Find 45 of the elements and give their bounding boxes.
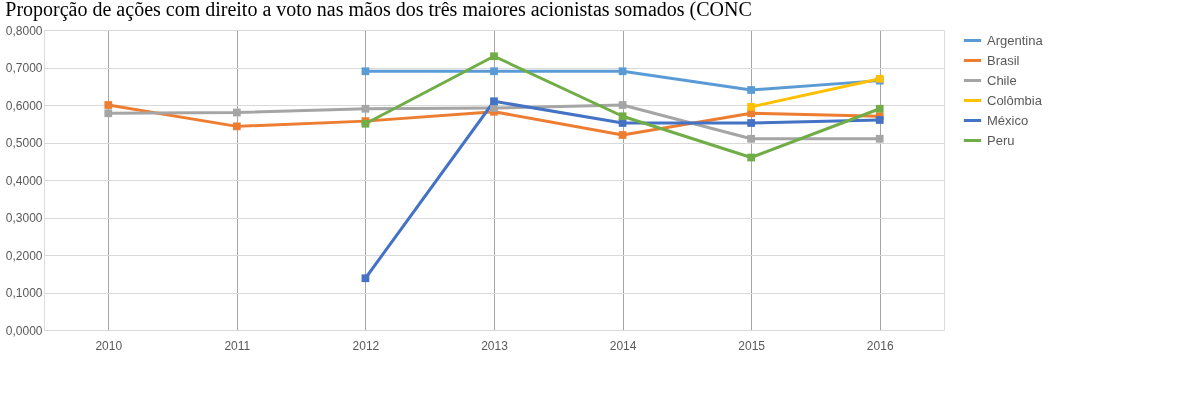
- point: [875, 116, 884, 124]
- y-tick-label: 0,0000: [5, 323, 43, 338]
- point: [618, 112, 627, 121]
- point: [875, 104, 884, 113]
- y-tick-label: 0,6000: [5, 98, 43, 113]
- point: [490, 97, 498, 106]
- chart-title: Proporção de ações com direito a voto nas mãos dos três maiores acionistas somados (CONC: [5, 0, 752, 21]
- y-tick-label: 0,7000: [5, 61, 43, 75]
- point: [747, 134, 756, 143]
- point: [875, 134, 884, 143]
- point: [747, 86, 756, 94]
- x-tick-label: 2012: [352, 338, 380, 353]
- x-tick-label: 2014: [609, 338, 637, 353]
- point: [747, 153, 756, 162]
- legend-label: Brasil: [987, 52, 1020, 68]
- point: [361, 274, 370, 283]
- y-tick-label: 0,2000: [5, 248, 43, 263]
- x-tick-label: 2011: [224, 338, 251, 353]
- legend-label: Peru: [987, 132, 1015, 148]
- point: [618, 131, 627, 139]
- point: [747, 103, 756, 111]
- x-tick-label: 2013: [481, 338, 509, 353]
- y-tick-label: 0,5000: [5, 136, 43, 150]
- y-tick-label: 0,8000: [5, 23, 43, 38]
- legend-label: México: [987, 112, 1029, 128]
- point: [361, 104, 370, 113]
- point: [490, 52, 498, 61]
- y-tick-label: 0,3000: [5, 211, 43, 225]
- x-tick-label: 2015: [738, 338, 766, 353]
- point: [104, 101, 113, 109]
- point: [104, 109, 113, 118]
- point: [490, 67, 498, 76]
- point: [232, 108, 241, 117]
- legend-label: Chile: [987, 72, 1017, 88]
- point: [361, 67, 370, 76]
- point: [618, 67, 627, 76]
- point: [232, 122, 241, 131]
- legend-label: Colômbia: [987, 92, 1043, 108]
- legend-label: Argentina: [987, 32, 1044, 48]
- point: [747, 119, 756, 127]
- x-tick-label: 2016: [866, 338, 894, 353]
- y-tick-label: 0,4000: [5, 173, 43, 188]
- x-tick-label: 2010: [95, 338, 123, 353]
- y-tick-label: 0,1000: [5, 286, 43, 300]
- point: [618, 101, 627, 109]
